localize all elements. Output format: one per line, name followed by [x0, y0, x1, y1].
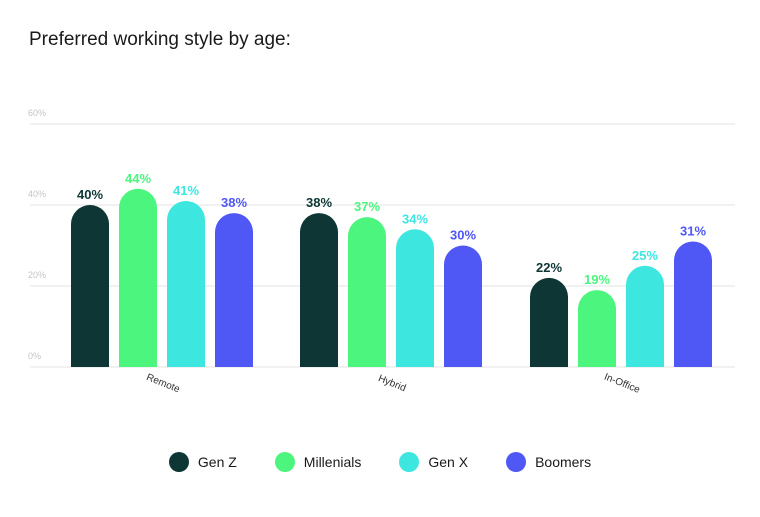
data-label: 44% [125, 171, 151, 186]
x-tick-label: Remote [145, 372, 182, 395]
legend-label: Boomers [535, 454, 592, 470]
y-tick-label: 60% [28, 108, 46, 118]
legend-item: Gen Z [168, 452, 237, 472]
legend-label: Millenials [303, 454, 362, 470]
data-label: 31% [680, 223, 706, 238]
x-tick-label: In-Office [602, 372, 641, 396]
bar [167, 200, 205, 367]
legend-label: Gen X [428, 454, 469, 470]
data-label: 40% [77, 187, 103, 202]
bar [530, 277, 568, 367]
data-label: 41% [173, 183, 199, 198]
bar [674, 241, 712, 367]
chart-title: Preferred working style by age: [29, 29, 291, 50]
bar [300, 213, 338, 367]
bar [626, 265, 664, 367]
legend-swatch [168, 452, 189, 472]
legend-swatch [506, 452, 527, 472]
data-label: 38% [306, 195, 332, 210]
bar [215, 213, 253, 367]
bar [348, 217, 386, 367]
legend-swatch [274, 452, 295, 472]
legend-label: Gen Z [197, 454, 237, 470]
bar-chart: 0% 20% 40% 60% 40% 44% 41% 38% Remote 38% 37% 34% 30… [28, 108, 735, 396]
y-tick-label: 20% [28, 270, 46, 280]
legend-swatch [399, 452, 420, 472]
legend: Gen Z Millenials Gen X Boomers [0, 452, 760, 472]
data-label: 37% [354, 199, 380, 214]
bar [71, 205, 109, 367]
legend-item: Boomers [506, 452, 591, 472]
legend-item: Gen X [399, 452, 468, 472]
y-tick-label: 40% [28, 189, 46, 199]
bar [119, 188, 157, 367]
bar [578, 290, 616, 367]
data-label: 22% [536, 260, 562, 275]
data-label: 34% [402, 211, 428, 226]
data-label: 19% [584, 272, 610, 287]
x-tick-label: Hybrid [376, 373, 407, 394]
legend-item: Millenials [274, 452, 362, 472]
data-label: 38% [221, 195, 247, 210]
data-label: 30% [450, 228, 476, 243]
data-label: 25% [632, 248, 658, 263]
y-tick-label: 0% [28, 351, 41, 361]
bar [444, 245, 482, 367]
bar [396, 229, 434, 367]
